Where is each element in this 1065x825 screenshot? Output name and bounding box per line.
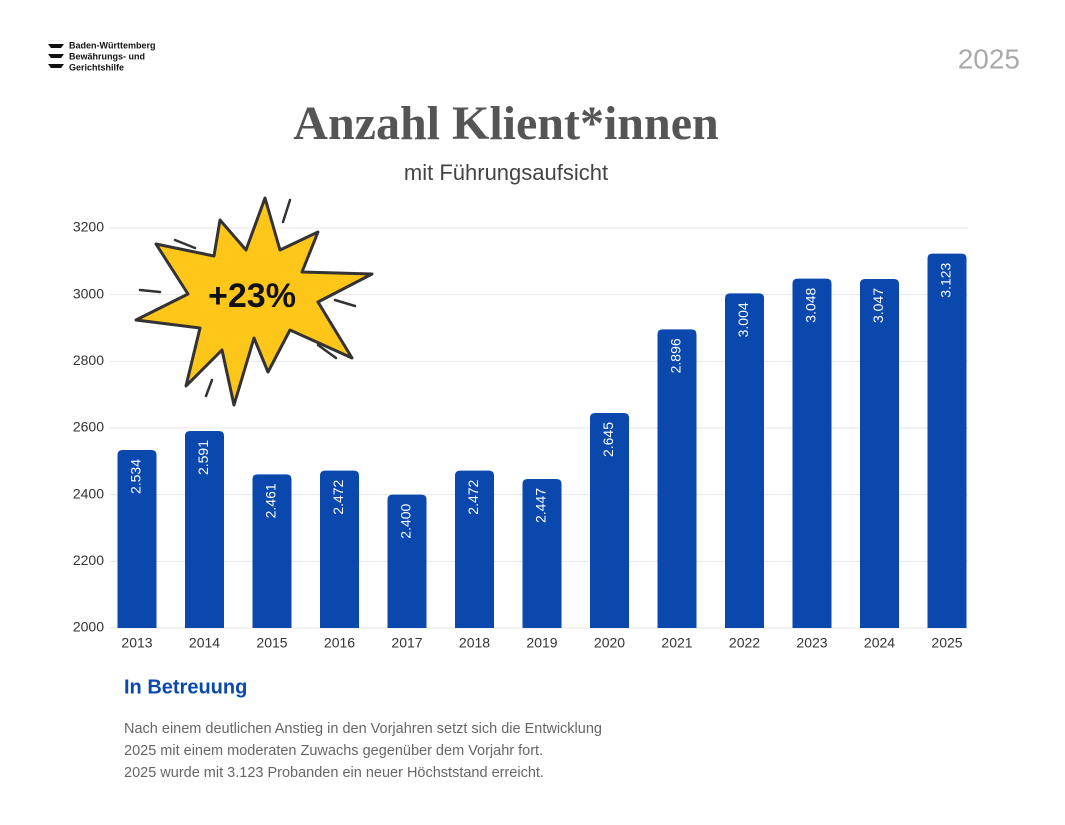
y-tick-label: 2200: [73, 552, 104, 568]
bar: [320, 470, 359, 628]
value-label: 3.047: [870, 288, 886, 323]
bar: [657, 329, 697, 628]
bar: [522, 479, 562, 628]
y-tick-label: 2400: [73, 485, 104, 501]
starburst: [134, 196, 374, 407]
value-label: 2.534: [128, 459, 144, 494]
x-tick-label: 2015: [256, 635, 287, 651]
bar: [117, 450, 157, 628]
x-tick-label: 2014: [189, 635, 220, 651]
y-tick-label: 2800: [73, 352, 104, 368]
bar: [252, 474, 292, 628]
x-tick-label: 2023: [796, 635, 827, 651]
x-tick-label: 2019: [526, 635, 557, 651]
bar: [455, 470, 494, 628]
value-label: 3.004: [735, 302, 751, 337]
logo-text: Gerichtshilfe: [69, 62, 124, 72]
logo: [48, 44, 64, 68]
value-label: 2.645: [600, 422, 616, 457]
bar: [792, 278, 832, 628]
footer-text: Nach einem deutlichen Anstieg in den Vor…: [124, 721, 602, 737]
annotation: +23%: [208, 277, 296, 315]
logo-text: Bewährungs- und: [69, 51, 145, 61]
bar: [927, 253, 967, 628]
bar: [185, 431, 224, 628]
logo-icon: [48, 44, 64, 68]
page-year: 2025: [958, 43, 1020, 74]
x-tick-label: 2020: [594, 635, 625, 651]
footer-text: 2025 wurde mit 3.123 Probanden ein neuer…: [124, 765, 544, 781]
value-label: 2.461: [263, 483, 279, 518]
x-tick-label: 2024: [864, 635, 895, 651]
y-tick-label: 2000: [73, 619, 104, 635]
x-tick-label: 2016: [324, 635, 355, 651]
x-tick-label: 2021: [661, 635, 692, 651]
logo-text: Baden-Württemberg: [69, 40, 156, 50]
x-tick-label: 2013: [121, 635, 152, 651]
x-tick-label: 2018: [459, 635, 490, 651]
value-label: 2.472: [465, 479, 481, 514]
footer-text: 2025 mit einem moderaten Zuwachs gegenüb…: [124, 743, 543, 759]
value-label: 2.896: [668, 338, 684, 373]
bar: [725, 293, 764, 628]
bar: [590, 413, 629, 628]
starburst-shape: [134, 196, 374, 407]
chart-title: Anzahl Klient*innen: [293, 97, 718, 150]
value-label: 3.123: [938, 262, 954, 297]
value-label: 2.400: [398, 503, 414, 538]
value-label: 2.591: [195, 440, 211, 475]
value-label: 2.472: [330, 479, 346, 514]
x-tick-label: 2022: [729, 635, 760, 651]
y-tick-label: 3200: [73, 219, 104, 235]
value-label: 3.048: [803, 287, 819, 322]
bar: [387, 494, 427, 628]
footer-heading: In Betreuung: [124, 676, 247, 698]
plot-area: 2000 2200 2400 2600 2800 3000 3200 2.534 2013 2.5…: [73, 219, 968, 651]
chart-subtitle: mit Führungsaufsicht: [404, 160, 608, 185]
x-tick-label: 2025: [931, 635, 962, 651]
y-tick-label: 2600: [73, 419, 104, 435]
starburst-strokes: [138, 198, 357, 398]
value-label: 2.447: [533, 488, 549, 523]
bar: [860, 279, 899, 628]
y-tick-label: 3000: [73, 285, 104, 301]
x-tick-label: 2017: [391, 635, 422, 651]
